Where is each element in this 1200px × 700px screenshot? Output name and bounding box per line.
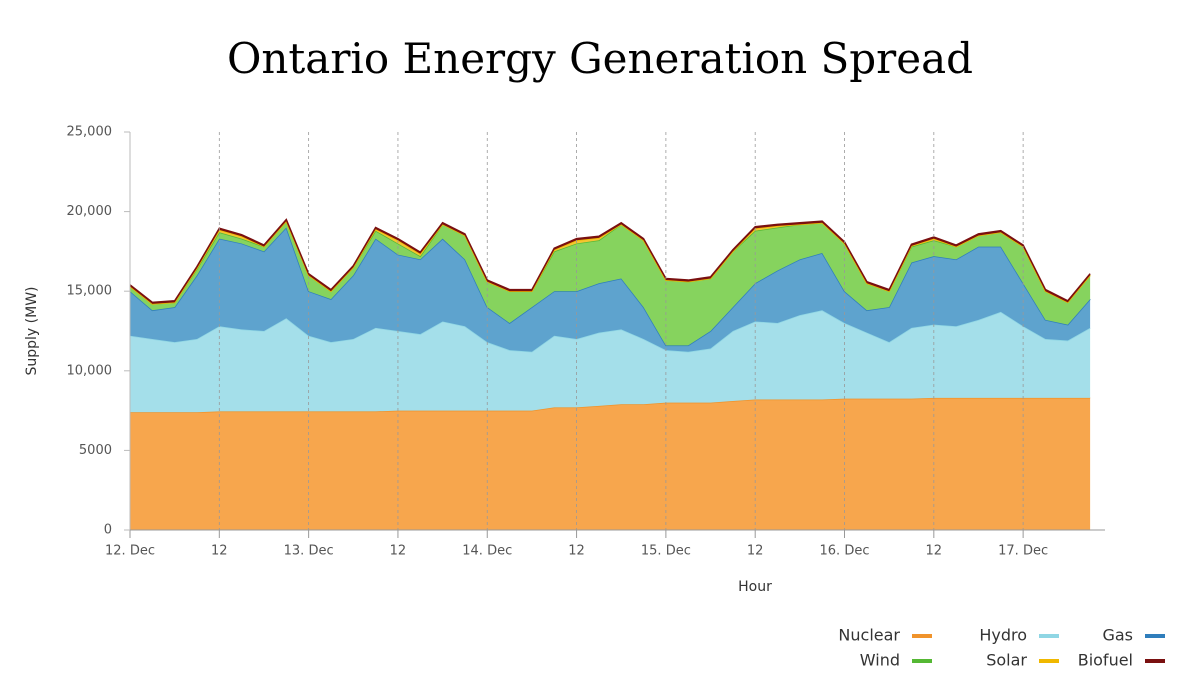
- chart-title: Ontario Energy Generation Spread: [227, 34, 973, 83]
- x-tick-label: 12: [747, 544, 764, 559]
- y-tick-label: 25,000: [67, 125, 113, 140]
- legend-label: Nuclear: [838, 626, 900, 645]
- y-axis-title: Supply (MW): [24, 286, 40, 375]
- legend-label: Solar: [986, 651, 1027, 670]
- x-tick-label: 12. Dec: [105, 544, 155, 559]
- area-line: [129, 218, 1091, 304]
- x-tick-label: 12: [568, 544, 585, 559]
- y-tick-label: 0: [104, 523, 112, 538]
- legend-label: Hydro: [979, 626, 1027, 645]
- legend-label: Gas: [1102, 626, 1133, 645]
- x-tick-label: 16. Dec: [820, 544, 870, 559]
- area: [130, 397, 1091, 530]
- x-tick-label: 12: [211, 544, 228, 559]
- y-tick-label: 10,000: [67, 363, 113, 378]
- x-tick-label: 15. Dec: [641, 544, 691, 559]
- legend-label: Biofuel: [1078, 651, 1133, 670]
- x-axis-title: Hour: [738, 579, 772, 595]
- y-tick-label: 15,000: [67, 284, 113, 299]
- area: [130, 227, 1091, 352]
- y-tick-label: 20,000: [67, 204, 113, 219]
- x-tick-label: 14. Dec: [462, 544, 512, 559]
- plot: [129, 218, 1091, 530]
- x-tick-label: 13. Dec: [284, 544, 334, 559]
- x-tick-label: 17. Dec: [998, 544, 1048, 559]
- x-tick-label: 12: [390, 544, 407, 559]
- legend-label: Wind: [860, 651, 900, 670]
- area: [130, 310, 1091, 413]
- x-tick-label: 12: [926, 544, 943, 559]
- y-tick-label: 5000: [79, 443, 112, 458]
